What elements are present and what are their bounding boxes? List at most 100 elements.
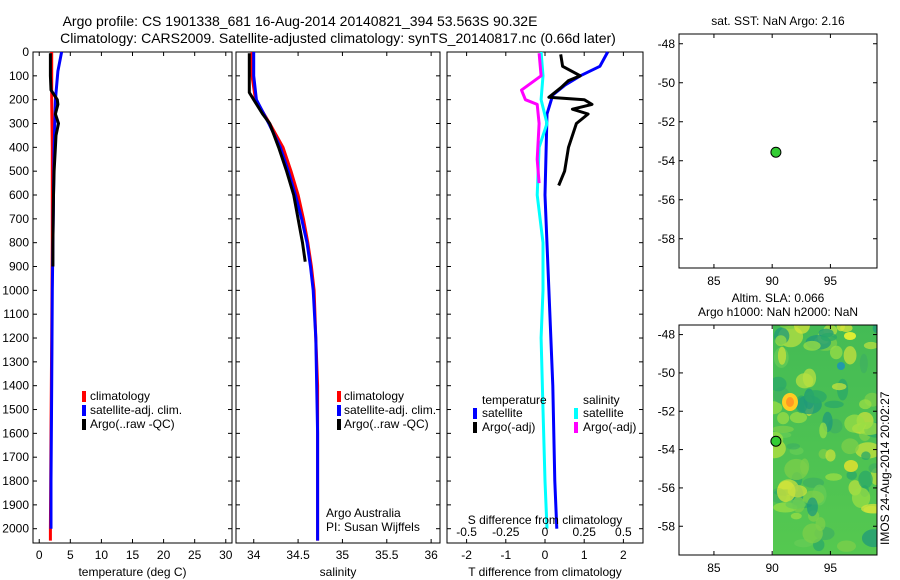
- x-tick-label: 95: [824, 274, 838, 288]
- y-tick-label: 1700: [2, 450, 29, 464]
- y-tick-label: -54: [658, 443, 676, 457]
- y-tick-label: -52: [658, 404, 676, 418]
- x-tick-label: 15: [126, 548, 140, 562]
- y-tick-label: -58: [658, 519, 676, 533]
- sla-heatmap-base: [773, 325, 877, 555]
- sla-heatmap-cell: [841, 438, 859, 455]
- title-line-1: Argo profile: CS 1901338_681 16-Aug-2014…: [63, 13, 538, 29]
- legend-label: Argo(-adj): [583, 420, 636, 434]
- s-tick-label: 0.5: [615, 525, 632, 539]
- x-tick-label: 90: [765, 561, 779, 575]
- sst_map-axes-frame: [678, 33, 878, 269]
- salinity-axes-frame: [235, 51, 441, 544]
- imos-timestamp-label: IMOS 24-Aug-2014 20:02:27: [878, 391, 892, 545]
- series-line: [543, 51, 610, 529]
- legend-swatch: [574, 422, 578, 433]
- y-tick-label: 200: [9, 93, 29, 107]
- y-tick-label: -54: [658, 154, 676, 168]
- sla-heatmap-cell: [790, 512, 802, 520]
- series-line: [252, 52, 320, 541]
- sla-heatmap-cell: [843, 346, 857, 365]
- sla-heatmap-cell: [802, 523, 823, 544]
- sla-heatmap-cell: [824, 400, 844, 409]
- series-line: [247, 53, 307, 262]
- legend-swatch: [82, 419, 86, 430]
- temperature-axes-frame: [32, 51, 233, 544]
- series-line: [250, 52, 320, 541]
- y-tick-label: 1000: [2, 283, 29, 297]
- sla-heatmap-cell: [859, 353, 868, 374]
- sla-heatmap-cell: [786, 397, 794, 407]
- legend-label: satellite-adj. clim.: [90, 403, 182, 417]
- legend-label: climatology: [90, 389, 150, 403]
- sla-heatmap-cell: [795, 373, 814, 389]
- y-tick-label: 1600: [2, 426, 29, 440]
- sla_map-axes-frame: [678, 324, 878, 556]
- y-tick-label: -48: [658, 37, 676, 51]
- float-position-marker: [770, 435, 782, 447]
- legend-label: satellite: [482, 406, 523, 420]
- sla-heatmap-cell: [837, 362, 845, 370]
- x-tick-label: 36: [424, 548, 438, 562]
- y-tick-label: 300: [9, 117, 29, 131]
- difference-x-axis-label: T difference from climatology: [468, 565, 622, 579]
- sla-heatmap-cell: [806, 497, 818, 517]
- y-tick-label: 1500: [2, 403, 29, 417]
- legend-swatch: [574, 408, 578, 419]
- x-tick-label: 85: [707, 561, 721, 575]
- s-tick-label: 0: [542, 525, 549, 539]
- y-tick-label: 1800: [2, 474, 29, 488]
- legend-label: Argo(..raw -QC): [90, 417, 175, 431]
- x-tick-label: 34: [247, 548, 261, 562]
- y-tick-label: 800: [9, 236, 29, 250]
- sla-heatmap-cell: [793, 325, 810, 334]
- y-tick-label: 0: [22, 45, 29, 59]
- legend-swatch: [337, 391, 341, 402]
- sla-heatmap-cell: [844, 460, 858, 472]
- difference-top-axis-label: S difference from climatology: [468, 513, 623, 527]
- y-tick-label: -58: [658, 232, 676, 246]
- title-line-2: Climatology: CARS2009. Satellite-adjuste…: [60, 30, 616, 46]
- sla-heatmap-cell: [844, 414, 865, 433]
- x-tick-label: 2: [620, 548, 627, 562]
- s-tick-label: 0.25: [573, 525, 597, 539]
- x-tick-label: 1: [581, 548, 588, 562]
- legend-label: climatology: [344, 389, 404, 403]
- sla-heatmap-cell: [787, 484, 808, 498]
- sla-heatmap-cell: [859, 399, 872, 410]
- salinity-x-axis-label: salinity: [320, 565, 357, 579]
- x-tick-label: -1: [500, 548, 511, 562]
- y-tick-label: -56: [658, 481, 676, 495]
- y-tick-label: 2000: [2, 522, 29, 536]
- sla-heatmap-cell: [831, 383, 847, 391]
- sla-heatmap-cell: [803, 340, 821, 351]
- y-tick-label: 900: [9, 260, 29, 274]
- sla-heatmap-cell: [868, 463, 877, 474]
- s-tick-label: -0.25: [492, 525, 520, 539]
- sla-heatmap: [773, 325, 877, 555]
- x-tick-label: 0: [36, 548, 43, 562]
- legend-swatch: [82, 391, 86, 402]
- sla-heatmap-cell: [800, 458, 810, 475]
- difference-panel: -2 -1 0 1 2 T difference from climatology -0.5…: [446, 51, 644, 579]
- sla-heatmap-cell: [861, 529, 877, 548]
- y-tick-label: -50: [658, 366, 676, 380]
- float-position-marker: [770, 146, 782, 158]
- y-tick-label: 1300: [2, 355, 29, 369]
- y-tick-label: -56: [658, 193, 676, 207]
- sla-heatmap-cell: [773, 401, 783, 415]
- sla-map-title-line-1: Altim. SLA: 0.066: [732, 291, 825, 305]
- x-tick-label: -2: [461, 548, 472, 562]
- y-tick-label: -52: [658, 115, 676, 129]
- legend-label: satellite: [583, 406, 624, 420]
- y-tick-label: 400: [9, 140, 29, 154]
- x-tick-label: 30: [219, 548, 233, 562]
- sla-heatmap-cell: [872, 325, 877, 334]
- legend-label: Argo(-adj): [482, 420, 535, 434]
- sst-map-panel: sat. SST: NaN Argo: 2.16 -48 -50 -52 -54 -56 -…: [658, 14, 878, 288]
- sla-heatmap-cell: [804, 390, 827, 404]
- x-tick-label: 20: [157, 548, 171, 562]
- series-line: [520, 53, 543, 184]
